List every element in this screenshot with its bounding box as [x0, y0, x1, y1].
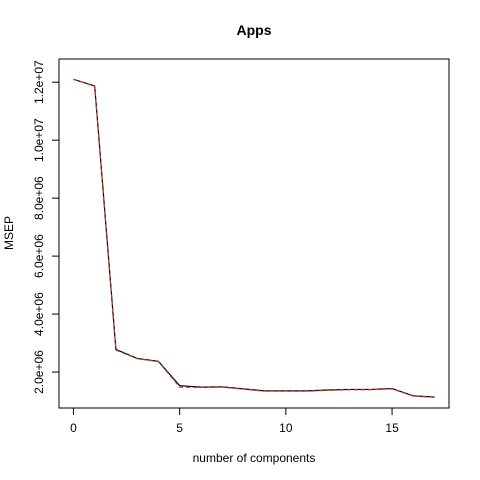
x-tick-label: 10 [279, 421, 293, 435]
y-tick-label: 1.0e+07 [32, 118, 46, 162]
x-tick-label: 5 [176, 421, 183, 435]
x-tick-label: 15 [385, 421, 399, 435]
x-axis: 0 5 10 15 [70, 407, 399, 435]
x-axis-title: number of components [193, 451, 316, 465]
x-tick-label: 0 [70, 421, 77, 435]
series-line-0 [73, 78, 435, 398]
chart-title: Apps [237, 22, 272, 38]
y-axis-title: MSEP [2, 216, 16, 250]
y-tick-label: 2.0e+06 [32, 350, 46, 394]
y-tick-label: 4.0e+06 [32, 292, 46, 336]
y-tick-label: 6.0e+06 [32, 234, 46, 278]
series-layer [73, 78, 435, 398]
series-line-1 [73, 78, 435, 398]
plot-frame [58, 58, 450, 409]
y-axis: 2.0e+06 4.0e+06 6.0e+06 8.0e+06 1.0e+07 1.2e+… [32, 60, 60, 394]
y-tick-label: 8.0e+06 [32, 176, 46, 220]
y-tick-label: 1.2e+07 [32, 60, 46, 104]
